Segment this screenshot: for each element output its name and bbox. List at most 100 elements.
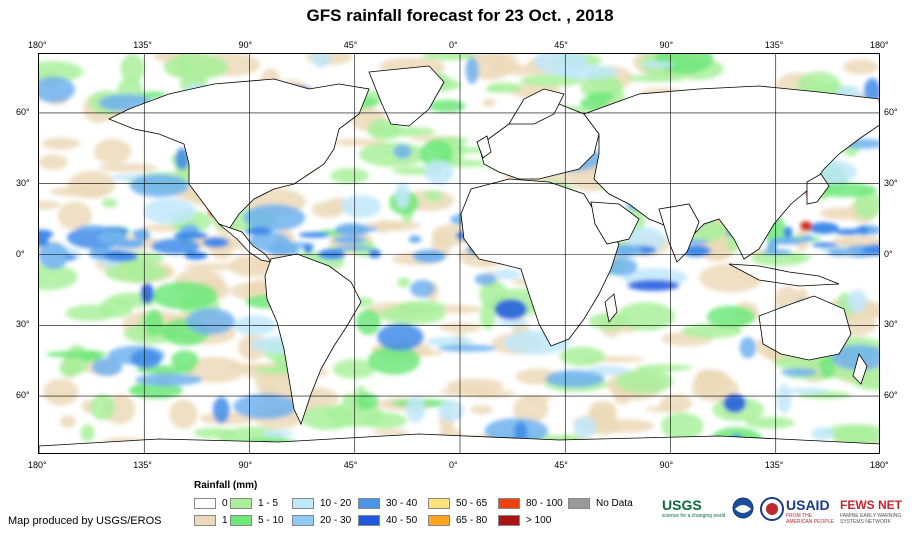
rainfall-patch — [39, 229, 54, 239]
legend-swatch — [498, 515, 520, 526]
lat-label-right: 60° — [884, 106, 898, 117]
rainfall-patch — [163, 54, 229, 81]
rainfall-patch — [534, 54, 587, 76]
rainfall-patch — [303, 243, 314, 254]
rainfall-patch — [819, 355, 836, 379]
lon-label-top: 45° — [554, 40, 568, 50]
legend-label: 65 - 80 — [456, 515, 488, 527]
rainfall-patch — [410, 279, 435, 298]
rainfall-patch — [412, 249, 446, 263]
rainfall-patch — [130, 349, 162, 369]
legend-label: 20 - 30 — [320, 515, 352, 527]
rainfall-patch — [428, 99, 466, 113]
usaid-seal — [760, 497, 784, 529]
rainfall-patch — [184, 356, 246, 383]
legend-item: 65 - 80 — [428, 515, 487, 527]
rainfall-patch — [436, 304, 481, 314]
legend-item: 1 — [194, 515, 228, 527]
legend-swatch — [194, 515, 216, 526]
rainfall-patch — [420, 139, 453, 168]
arabia — [590, 201, 640, 245]
antarctica — [39, 433, 879, 453]
rainfall-patch — [212, 397, 230, 424]
rainfall-patch — [50, 186, 110, 197]
usgs-logo-text: USGS — [662, 497, 702, 513]
rainfall-patch — [615, 369, 674, 394]
legend-swatch — [230, 498, 252, 509]
credit-text: Map produced by USGS/EROS — [8, 515, 162, 527]
rainfall-patch — [486, 85, 502, 93]
lon-label-bottom: 0° — [449, 460, 458, 470]
rainfall-patch — [559, 346, 605, 366]
rainfall-patch — [469, 405, 494, 415]
new-zealand — [852, 353, 868, 385]
legend-label: 0 — [222, 498, 228, 510]
rainfall-patch — [573, 416, 597, 439]
rainfall-patch — [262, 430, 294, 437]
rainfall-patch — [494, 299, 527, 320]
legend-swatch — [194, 498, 216, 509]
rainfall-patch — [120, 54, 145, 84]
continent-outlines — [39, 65, 879, 453]
rainfall-patch — [39, 236, 49, 247]
rainfall-patch — [311, 201, 344, 218]
usaid-logo-sub: FROM THE AMERICAN PEOPLE — [786, 513, 834, 525]
lon-label-bottom: 90° — [238, 460, 253, 470]
rainfall-patch — [151, 238, 200, 255]
rainfall-patch — [858, 225, 869, 236]
heavy-rain-spot — [800, 221, 813, 232]
rainfall-patch — [367, 126, 436, 137]
rainfall-patch — [129, 174, 189, 198]
rainfall-patch — [626, 74, 686, 83]
rainfall-patch — [128, 382, 183, 399]
rainfall-patch — [431, 224, 471, 246]
usgs-logo-sub: science for a changing world — [662, 513, 726, 519]
rainfall-patch — [332, 359, 376, 379]
rainfall-patch — [39, 242, 69, 270]
rainfall-patch — [173, 231, 208, 240]
australia — [758, 295, 852, 361]
rainfall-patch — [43, 378, 79, 406]
rainfall-patch — [393, 144, 412, 159]
rainfall-patch — [39, 154, 68, 170]
rainfall-patch — [827, 248, 851, 256]
rainfall-patch — [465, 57, 479, 85]
rainfall-patch — [781, 368, 818, 377]
uk — [476, 135, 492, 159]
rainfall-patch — [90, 394, 115, 421]
rainfall-patch — [438, 400, 464, 422]
rainfall-map — [38, 53, 880, 454]
rainfall-patch — [266, 245, 300, 256]
rainfall-patch — [786, 387, 829, 394]
asia — [583, 85, 879, 260]
rainfall-patch — [783, 226, 793, 238]
rainfall-patch — [113, 239, 144, 249]
rainfall-patch — [438, 344, 497, 352]
rainfall-patch — [39, 264, 78, 291]
rainfall-patch — [298, 232, 330, 238]
rainfall-patch — [151, 281, 218, 310]
rainfall-patch — [377, 323, 424, 351]
lon-label-top: 90° — [238, 40, 253, 50]
rainfall-patch — [491, 269, 521, 280]
rainfall-patch — [545, 370, 605, 388]
rainfall-patch — [65, 254, 77, 261]
rainfall-patch — [846, 289, 868, 313]
rainfall-patch — [103, 251, 138, 262]
rainfall-patch — [78, 350, 102, 362]
rainfall-patch — [645, 405, 687, 413]
rainfall-patch — [186, 308, 236, 335]
scandinavia — [508, 88, 565, 125]
legend-item: 1 - 5 — [230, 498, 278, 510]
rainfall-patch — [64, 367, 85, 374]
legend-label: 5 - 10 — [258, 515, 284, 527]
rainfall-patch — [373, 429, 410, 436]
indonesia — [728, 263, 840, 287]
rainfall-patch — [359, 142, 427, 167]
usgs-logo: USGS science for a changing world — [662, 497, 730, 529]
rainfall-patch — [861, 244, 879, 256]
legend-swatch — [292, 498, 314, 509]
rainfall-patch — [345, 226, 379, 232]
rainfall-patch — [99, 230, 126, 243]
rainfall-patch — [512, 395, 549, 423]
